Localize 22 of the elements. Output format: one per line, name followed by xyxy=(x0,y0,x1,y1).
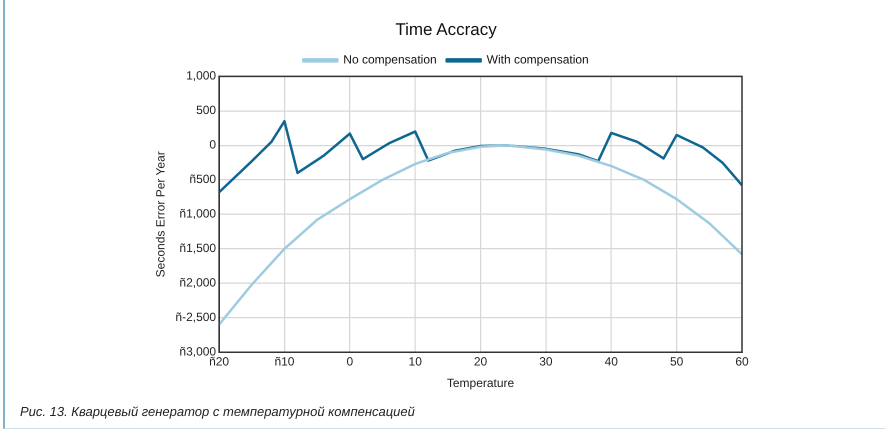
x-tick-label: 60 xyxy=(735,354,749,369)
x-tick-label: 10 xyxy=(408,354,422,369)
x-tick-label: 30 xyxy=(539,354,553,369)
x-tick-label: 0 xyxy=(346,354,354,369)
legend-label: With compensation xyxy=(486,52,589,67)
y-tick-label: ñ1,000 xyxy=(179,206,216,221)
x-tick-label: ñ10 xyxy=(274,354,295,369)
y-axis-title: Seconds Error Per Year xyxy=(154,151,168,278)
y-tick-label: ñ1,500 xyxy=(179,241,216,256)
x-axis-title: Temperature xyxy=(446,376,515,390)
chart-title: Time Accracy xyxy=(395,20,498,39)
x-tick-label: 50 xyxy=(670,354,684,369)
y-tick-label: ñ-2,500 xyxy=(175,310,216,324)
y-tick-label: ñ500 xyxy=(189,172,216,186)
text: Рис. 13. Кварцевый генератор с температурной компенсацией xyxy=(20,404,415,419)
y-tick-label: 500 xyxy=(196,103,216,118)
x-tick-label: 40 xyxy=(604,354,618,369)
y-tick-label: 0 xyxy=(209,138,216,152)
y-tick-label: ñ2,000 xyxy=(179,276,216,290)
legend-label: No compensation xyxy=(343,52,437,67)
y-tick-label: 1,000 xyxy=(186,68,216,83)
x-tick-label: 20 xyxy=(474,354,488,369)
